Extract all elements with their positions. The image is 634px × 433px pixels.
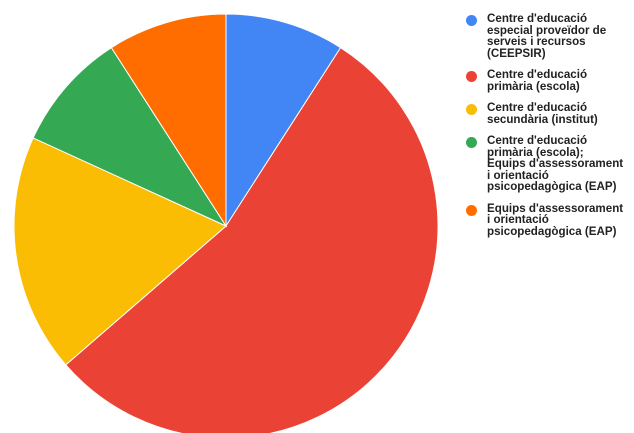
pie-slice-5 — [110, 13, 227, 228]
pie-slice-3 — [13, 137, 227, 366]
pie-slice-1 — [225, 13, 342, 228]
legend-label: Centre d'educació primària (escola) — [487, 68, 588, 93]
legend-swatch — [466, 204, 477, 216]
legend-item-2: Centre d'educació primària (escola) — [466, 69, 632, 92]
legend-label: Centre d'educació especial proveïdor de … — [487, 12, 607, 60]
legend-label: Equips d'assessorament i orientació psic… — [487, 201, 624, 238]
legend-swatch — [466, 15, 477, 26]
legend: Centre d'educació especial proveïdor de … — [466, 13, 632, 247]
legend-item-3: Centre d'educació secundària (institut) — [466, 102, 632, 125]
pie-slice-4 — [32, 46, 228, 228]
legend-swatch — [466, 71, 477, 82]
legend-item-5: Equips d'assessorament i orientació psic… — [466, 201, 632, 238]
legend-label: Centre d'educació primària (escola); Equ… — [487, 134, 624, 193]
legend-item-4: Centre d'educació primària (escola); Equ… — [466, 135, 632, 193]
pie-slice-2 — [65, 46, 439, 433]
legend-swatch — [466, 137, 477, 148]
legend-item-1: Centre d'educació especial proveïdor de … — [466, 13, 632, 59]
legend-swatch — [466, 104, 477, 115]
legend-label: Centre d'educació secundària (institut) — [487, 101, 598, 126]
